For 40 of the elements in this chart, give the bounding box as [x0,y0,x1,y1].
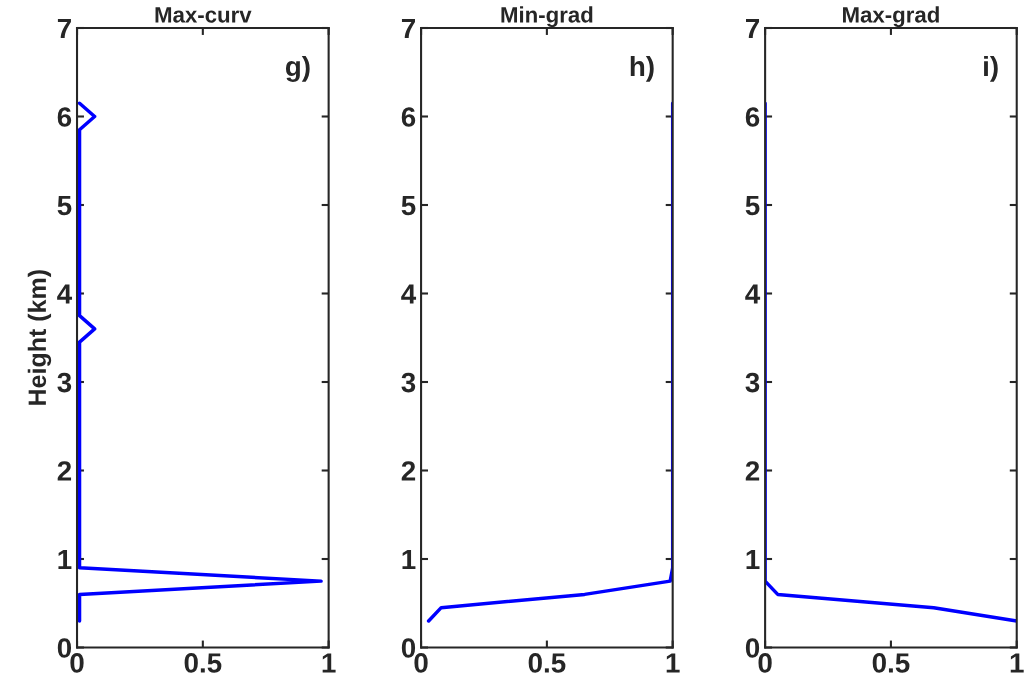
y-tick-label: 0 [745,638,760,658]
x-tick-label: 0.5 [528,653,566,673]
y-tick-label: 6 [57,107,72,127]
y-tick-label: 1 [58,549,72,570]
y-tick-label: 7 [401,18,415,39]
y-tick-label: 7 [746,18,760,39]
chart-title: Max-grad [843,6,939,28]
annotation: g) [285,55,310,82]
y-tick-label: 0 [401,638,416,658]
y-tick-label: 6 [745,107,760,127]
y-tick-label: 7 [57,18,71,39]
y-tick-label: 6 [401,107,416,127]
line-series [426,101,673,623]
x-tick-label: 0.5 [872,653,910,673]
y-tick-label: 5 [57,195,72,216]
annotation: h) [630,55,654,82]
x-tick-label: 1 [666,653,680,673]
y-tick-label: 4 [57,284,73,304]
y-tick-label: 3 [57,372,72,393]
y-tick-label: 0 [57,638,72,658]
y-tick-label: 4 [401,284,417,304]
y-tick-label: 1 [402,549,416,570]
x-tick-label: 1 [322,653,336,673]
chart-title: Max-curv [155,7,252,23]
y-tick-label: 2 [401,461,416,481]
line-series [77,101,323,623]
y-tick-label: 1 [746,549,760,570]
x-tick-label: 0.5 [184,653,222,673]
annotation: i) [984,55,998,82]
y-tick-label: 5 [745,195,760,216]
y-tick-label: 5 [401,195,416,216]
y-tick-label: 4 [745,284,761,304]
y-tick-label: 2 [57,461,72,481]
y-tick-label: 3 [745,372,760,393]
x-tick-label: 1 [1010,653,1024,673]
y-axis-title: Height (km) [27,270,52,405]
y-tick-label: 3 [401,372,416,393]
line-series [765,101,1017,623]
chart-title: Min-grad [501,6,593,28]
y-tick-label: 2 [745,461,760,481]
